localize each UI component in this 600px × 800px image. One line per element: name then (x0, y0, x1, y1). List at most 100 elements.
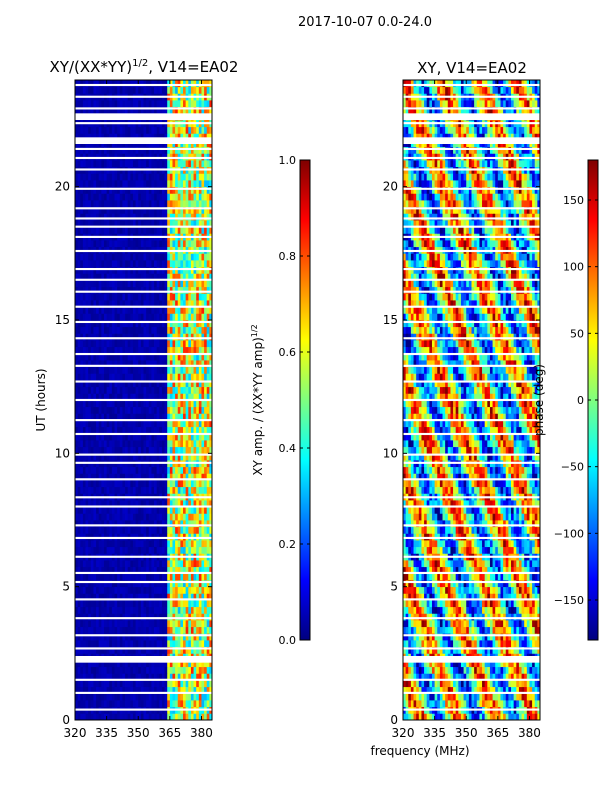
heatmap-cell (90, 106, 94, 114)
heatmap-cell (164, 606, 168, 614)
heatmap-cell (125, 333, 129, 341)
heatmap-cell (154, 373, 158, 381)
heatmap-cell (206, 426, 210, 434)
heatmap-cell (146, 613, 150, 621)
heatmap-cell (135, 253, 139, 261)
heatmap-cell (132, 700, 136, 708)
heatmap-cell (148, 253, 152, 261)
heatmap-cell (75, 526, 79, 534)
heatmap-cell (183, 680, 187, 688)
heatmap-cell (138, 240, 142, 248)
heatmap-cell (190, 560, 194, 568)
heatmap-cell (180, 666, 184, 674)
heatmap-cell (96, 320, 100, 328)
heatmap-cell (130, 340, 134, 348)
heatmap-cell (103, 333, 108, 341)
heatmap-cell (204, 146, 208, 154)
heatmap-cell (154, 100, 158, 108)
heatmap-cell (164, 566, 168, 574)
heatmap-cell (111, 326, 115, 334)
heatmap-cell (159, 400, 163, 408)
heatmap-cell (135, 593, 139, 601)
heatmap-cell (161, 293, 165, 301)
heatmap-cell (127, 260, 131, 268)
heatmap-cell (88, 420, 92, 428)
heatmap-cell (88, 540, 92, 548)
heatmap-cell (80, 580, 84, 588)
heatmap-cell (135, 660, 139, 668)
heatmap-cell (80, 333, 84, 341)
heatmap-cell (161, 533, 165, 541)
heatmap-cell (132, 286, 136, 294)
heatmap-cell (169, 646, 173, 654)
heatmap-cell (198, 106, 202, 114)
heatmap-cell (77, 360, 81, 368)
heatmap-cell (209, 193, 212, 201)
heatmap-cell (188, 666, 192, 674)
heatmap-cell (106, 546, 110, 554)
heatmap-cell (130, 373, 134, 381)
heatmap-cell (154, 413, 158, 421)
heatmap-cell (82, 633, 86, 641)
heatmap-cell (164, 306, 168, 314)
heatmap-cell (172, 133, 176, 141)
heatmap-cell (88, 253, 92, 261)
heatmap-cell (132, 686, 136, 694)
heatmap-cell (143, 333, 147, 341)
heatmap-cell (188, 213, 192, 221)
heatmap-cell (156, 713, 160, 720)
heatmap-cell (177, 613, 181, 621)
heatmap-cell (125, 193, 129, 201)
heatmap-cell (159, 126, 163, 134)
heatmap-cell (101, 393, 105, 401)
heatmap-cell (193, 426, 197, 434)
heatmap-cell (77, 453, 81, 461)
heatmap-cell (151, 366, 155, 374)
heatmap-cell (159, 213, 163, 221)
heatmap-cell (183, 180, 187, 188)
heatmap-cell (206, 446, 210, 454)
heatmap-cell (93, 306, 97, 314)
heatmap-cell (132, 480, 136, 488)
heatmap-cell (109, 333, 113, 341)
heatmap-cell (196, 353, 200, 361)
heatmap-cell (132, 340, 136, 348)
heatmap-cell (75, 400, 79, 408)
heatmap-cell (127, 713, 131, 720)
heatmap-cell (146, 700, 150, 708)
heatmap-cell (193, 600, 197, 608)
heatmap-cell (103, 700, 108, 708)
heatmap-cell (164, 280, 168, 288)
heatmap-cell (127, 666, 131, 674)
heatmap-cell (209, 453, 212, 461)
heatmap-cell (96, 360, 100, 368)
heatmap-cell (119, 580, 123, 588)
heatmap-cell (114, 193, 118, 201)
heatmap-cell (188, 626, 192, 634)
heatmap-cell (154, 313, 158, 321)
heatmap-cell (125, 686, 129, 694)
heatmap-cell (101, 500, 105, 508)
heatmap-cell (127, 473, 131, 481)
heatmap-cell (206, 346, 210, 354)
heatmap-cell (140, 580, 144, 588)
heatmap-cell (127, 406, 131, 414)
heatmap-cell (132, 426, 136, 434)
heatmap-cell (122, 413, 126, 421)
heatmap-cell (103, 133, 108, 141)
heatmap-cell (143, 440, 147, 448)
heatmap-cell (183, 313, 187, 321)
heatmap-cell (125, 613, 129, 621)
heatmap-cell (77, 406, 81, 414)
heatmap-cell (96, 160, 100, 168)
heatmap-cell (159, 380, 163, 388)
heatmap-cell (196, 506, 200, 514)
heatmap-cell (80, 480, 84, 488)
heatmap-cell (93, 220, 97, 228)
heatmap-cell (98, 106, 102, 114)
heatmap-cell (164, 446, 168, 454)
heatmap-cell (159, 673, 163, 681)
heatmap-cell (172, 106, 176, 114)
heatmap-cell (196, 500, 200, 508)
heatmap-cell (103, 346, 108, 354)
